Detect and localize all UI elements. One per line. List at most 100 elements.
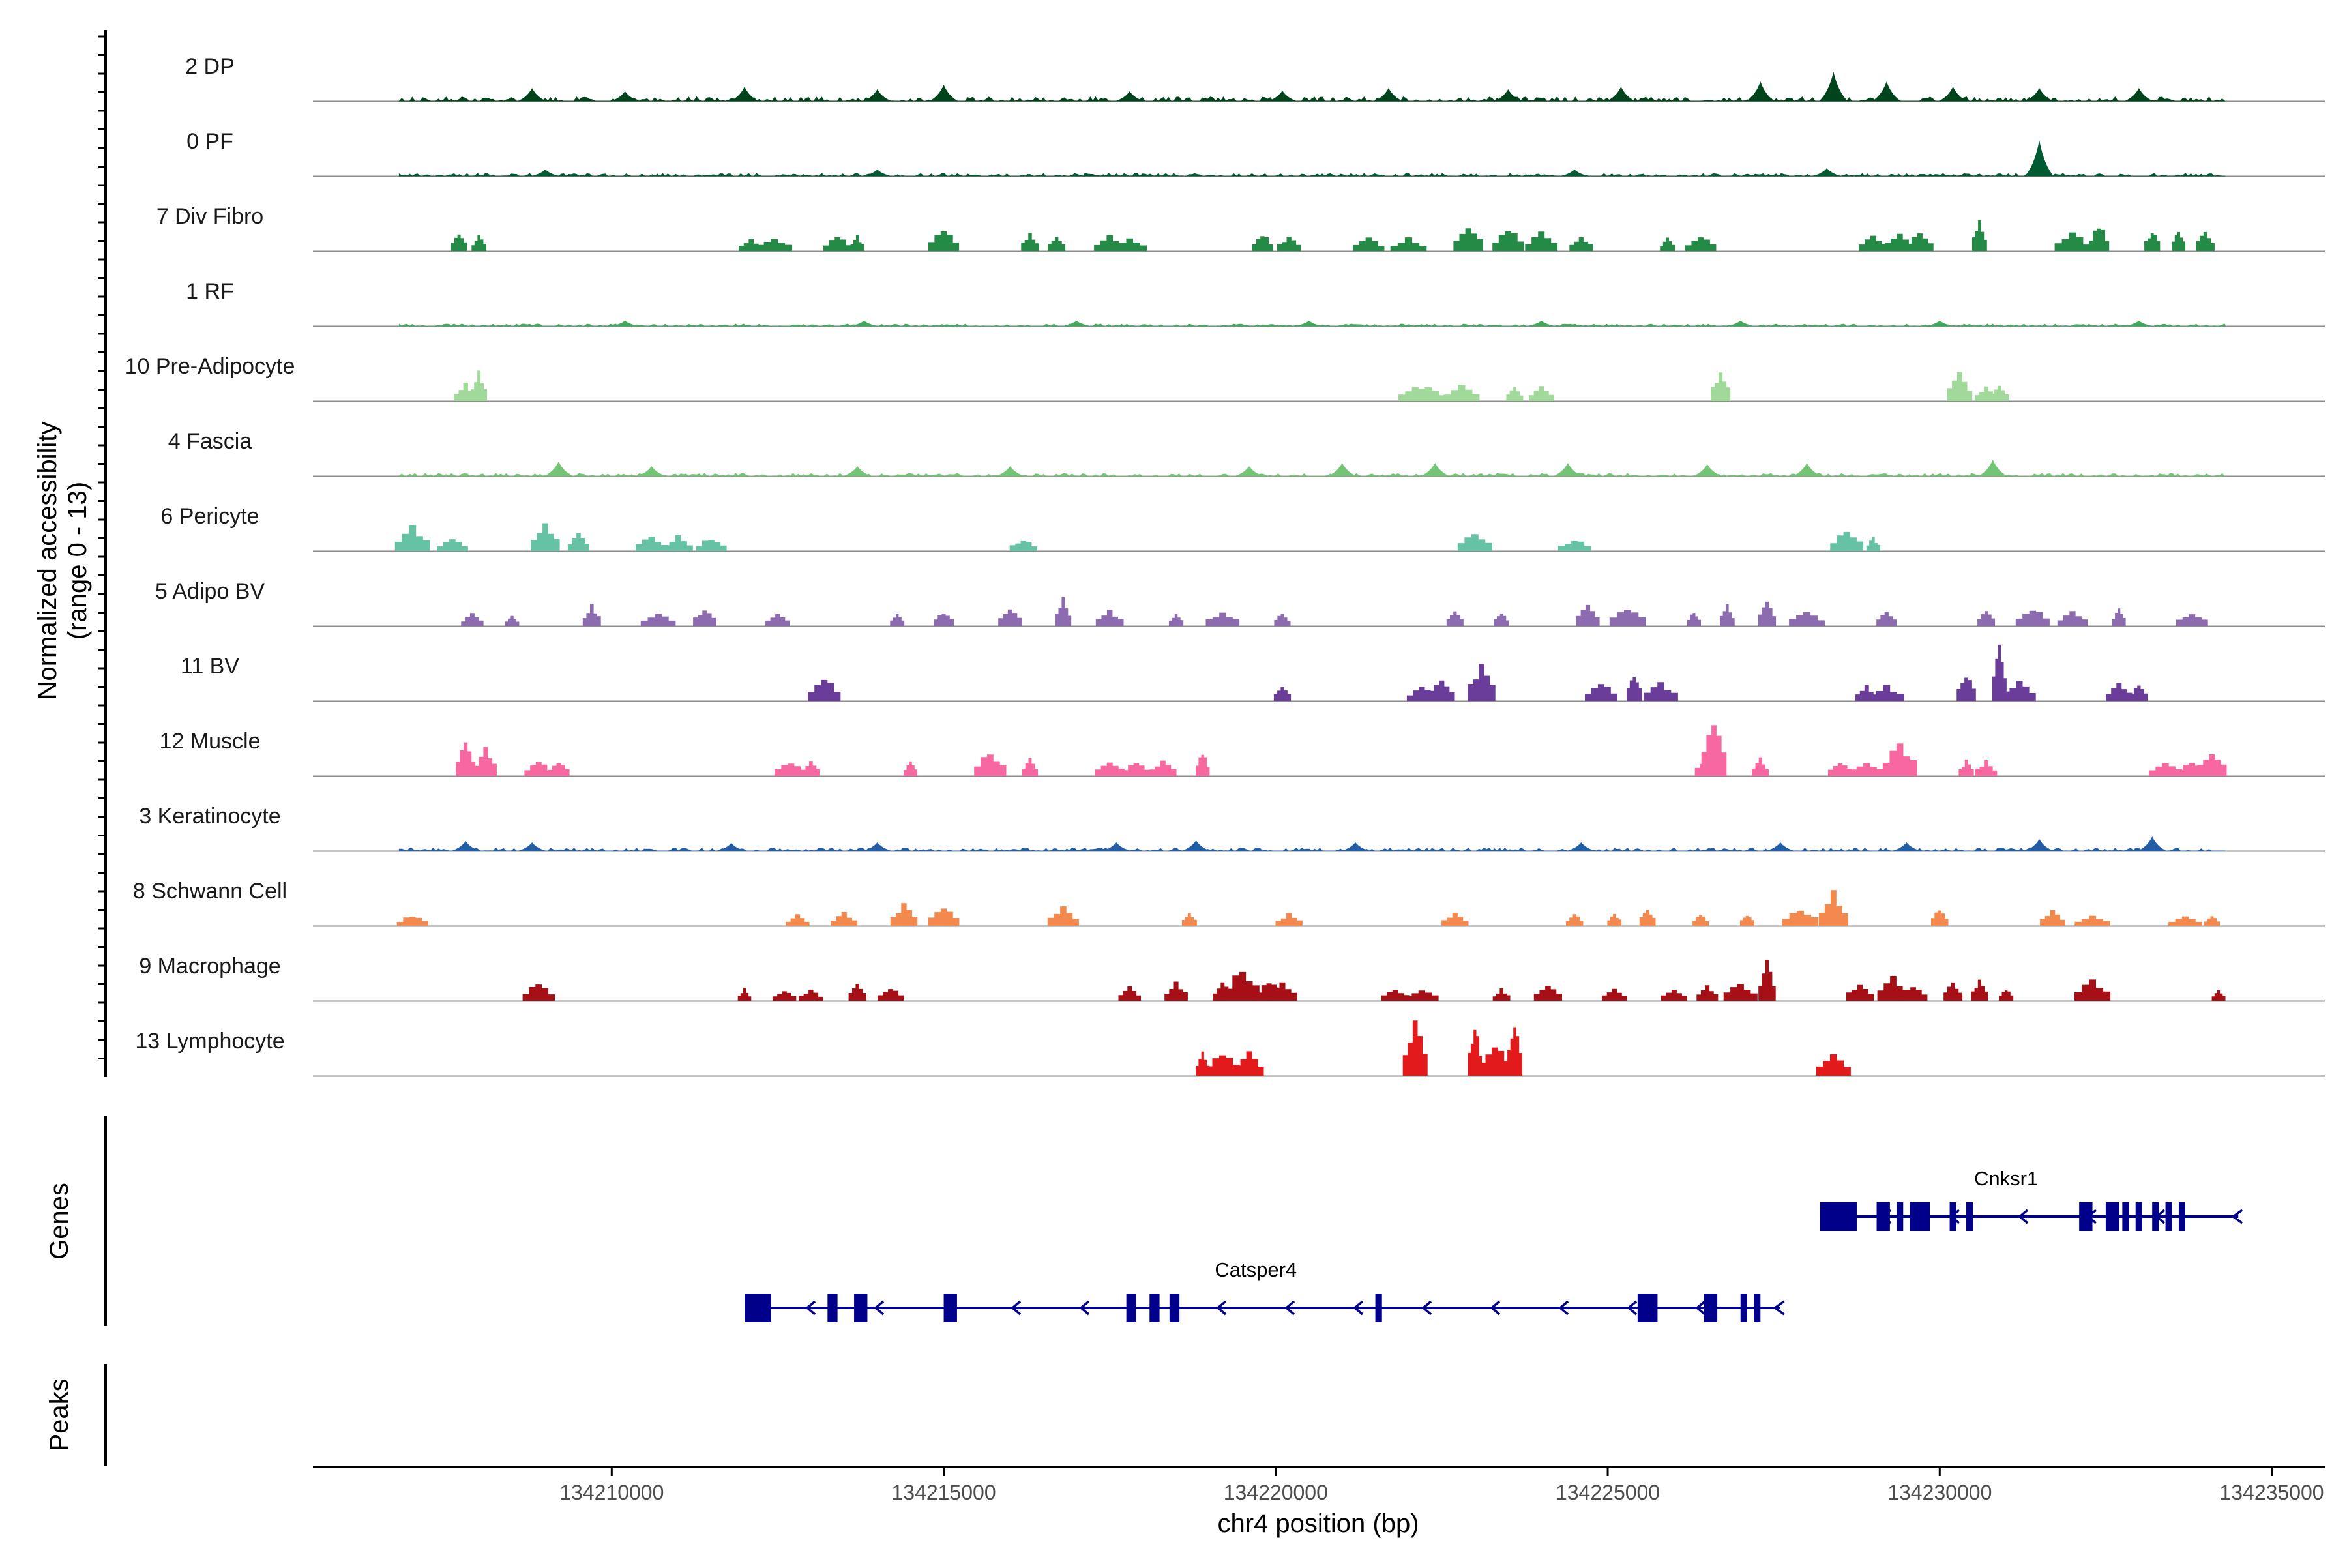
track-label: 3 Keratinocyte [139, 804, 280, 829]
coverage-peak [2025, 88, 2054, 101]
coverage-peak [2124, 88, 2153, 101]
track-label: 6 Pericyte [160, 504, 259, 529]
y-axis-subtitle: (range 0 - 13) [63, 482, 92, 640]
coverage-peak [1866, 537, 1881, 551]
coverage-peak [2172, 231, 2186, 251]
coverage-peak [2138, 836, 2167, 851]
coverage-peak [524, 762, 554, 776]
coverage-peak [1506, 387, 1524, 401]
coverage-peak [863, 89, 892, 101]
x-axis-ticks: 134210000 134215000 134220000 134225000 1342… [559, 1467, 2324, 1504]
coverage-peak [1765, 842, 1795, 851]
coverage-peak [1557, 541, 1591, 551]
strand-arrow [1284, 1300, 1295, 1316]
y-axis-title: Normalized accessibility [33, 422, 62, 700]
coverage-peak [1234, 1051, 1264, 1076]
x-axis: 134210000 134215000 134220000 134225000 1342… [313, 1466, 2325, 1538]
coverage-peak [1225, 971, 1260, 1001]
coverage-peak [1553, 463, 1582, 476]
track-label: 5 Adipo BV [155, 579, 265, 604]
coverage-peak [1479, 1047, 1511, 1076]
coverage-peak [1528, 386, 1554, 401]
gene-name-label: Cnksr1 [1974, 1167, 2038, 1190]
x-axis-tick-label: 134225000 [1556, 1481, 1660, 1504]
coverage-peak [863, 842, 892, 851]
coverage-peak [716, 843, 746, 851]
coverage-peak [396, 917, 428, 926]
coverage-peak [1294, 321, 1323, 326]
coverage-peak [863, 170, 892, 176]
coverage-peak [1661, 990, 1687, 1001]
peaks-panel-title: Peaks [45, 1378, 74, 1451]
coverage-peak [1327, 463, 1357, 476]
coverage-peak [2144, 233, 2161, 251]
coverage-peak [1341, 842, 1370, 851]
coverage-peak [1421, 463, 1450, 476]
coverage-peak [2197, 754, 2227, 776]
track: 4 Fascia [168, 429, 2325, 477]
coverage-peak [1021, 233, 1039, 251]
coverage-peak [696, 540, 727, 551]
coverage-peak [1792, 463, 1822, 476]
coverage-peak [1102, 842, 1131, 851]
coverage-peak [1428, 680, 1455, 701]
strand-arrow [1558, 1300, 1569, 1316]
y-axis-ticks [98, 35, 106, 1059]
coverage-peak [2074, 979, 2111, 1001]
coverage-peak [756, 239, 792, 251]
coverage-peak [437, 539, 468, 551]
coverage-peak [1118, 986, 1141, 1001]
coverage-peak [929, 85, 958, 101]
coverage-peak [567, 533, 589, 551]
coverage-peak [1819, 72, 1848, 101]
track: 1 RF [186, 279, 2325, 327]
coverage-peak [823, 237, 852, 251]
gene-exon [1966, 1202, 1973, 1231]
coverage-peak [1095, 610, 1124, 626]
gene-exon [1910, 1202, 1930, 1231]
coverage-peak [1095, 762, 1125, 776]
coverage-peak [1846, 984, 1874, 1001]
track-label: 13 Lymphocyte [135, 1029, 284, 1054]
coverage-peak [1410, 387, 1447, 401]
coverage-peak [2106, 683, 2133, 701]
coverage-peak [1660, 237, 1675, 251]
coverage-peak [1859, 235, 1888, 251]
coverage-peak [2089, 228, 2110, 251]
gene-model: Catsper4 [745, 1258, 1785, 1322]
coverage-peak [1696, 985, 1719, 1001]
coverage-peak [1639, 910, 1656, 926]
x-axis-tick-label: 134230000 [1887, 1481, 1992, 1504]
coverage-peak [471, 370, 487, 401]
coverage-peak [2003, 681, 2036, 701]
coverage-peak [610, 321, 640, 326]
coverage-peak [1602, 988, 1627, 1001]
gene-exon [827, 1294, 838, 1322]
coverage-peak [1627, 677, 1642, 701]
coverage-peak [1828, 763, 1852, 776]
coverage-peak [1022, 758, 1038, 776]
coverage-peak [765, 614, 790, 626]
coverage-peak [2149, 763, 2182, 776]
coverage-peak [1606, 87, 1636, 101]
gene-exon [1820, 1202, 1857, 1231]
coverage-peak [1560, 170, 1589, 176]
gene-exon [1876, 1202, 1890, 1231]
coverage-peak [544, 462, 573, 476]
coverage-peak [1468, 664, 1496, 701]
coverage-peak [1956, 677, 1976, 701]
strand-arrow [1011, 1300, 1022, 1316]
coverage-peak [1353, 237, 1385, 251]
coverage-peak [1402, 1020, 1428, 1076]
gene-exon [745, 1294, 771, 1322]
coverage-peak [1701, 725, 1727, 776]
gene-exon [1169, 1294, 1180, 1322]
coverage-peak [394, 525, 430, 551]
strand-arrow [1353, 1300, 1364, 1316]
coverage-peak [1149, 760, 1177, 776]
coverage-peak [1720, 604, 1735, 626]
gene-exon [1375, 1294, 1382, 1322]
strand-arrow [1773, 1300, 1785, 1316]
coverage-peak [996, 466, 1025, 476]
